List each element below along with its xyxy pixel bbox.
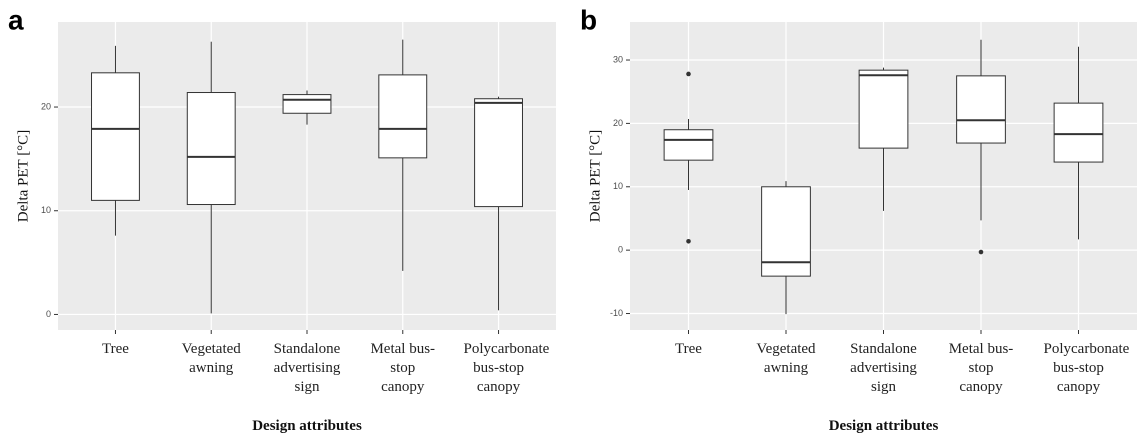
x-tick-label: Standalone advertising sign: [850, 341, 917, 395]
x-tick-label: Standalone advertising sign: [273, 341, 341, 395]
y-tick-label: 10: [41, 205, 51, 215]
y-tick-label: 30: [613, 54, 623, 64]
box: [91, 72, 140, 201]
x-tick-label: Metal bus-stop canopy: [948, 341, 1014, 395]
box: [956, 75, 1006, 144]
box: [282, 94, 332, 114]
x-tick-label: Vegetated awning: [181, 341, 241, 376]
x-axis-label: Design attributes: [252, 418, 362, 434]
box: [663, 129, 714, 161]
x-tick-label: Tree: [675, 341, 702, 357]
outlier: [686, 238, 691, 244]
box: [858, 69, 909, 149]
y-axis-label: Delta PET [°C]: [587, 130, 603, 222]
y-tick-label: 20: [41, 101, 51, 111]
box: [378, 74, 428, 159]
outlier: [978, 249, 984, 255]
x-axis-label: Design attributes: [828, 418, 939, 434]
box: [1053, 102, 1104, 163]
y-tick-label: 0: [46, 309, 51, 319]
x-tick-label: Metal bus-stop canopy: [370, 341, 436, 395]
box: [186, 92, 236, 206]
y-tick-label: 10: [613, 181, 623, 191]
outlier: [686, 71, 691, 77]
box: [474, 98, 523, 208]
x-tick-label: Tree: [101, 341, 129, 357]
panel-label: a: [8, 4, 24, 35]
panel-label: b: [580, 4, 597, 35]
x-tick-label: Vegetated awning: [756, 341, 816, 376]
y-tick-label: 0: [618, 245, 623, 255]
y-axis-label: Delta PET [°C]: [15, 130, 31, 222]
x-tick-label: Polycarbonate bus-stop canopy: [1043, 341, 1130, 395]
y-tick-label: 20: [613, 118, 623, 128]
x-tick-label: Polycarbonate bus-stop canopy: [463, 341, 550, 395]
y-tick-label: -10: [610, 308, 623, 318]
